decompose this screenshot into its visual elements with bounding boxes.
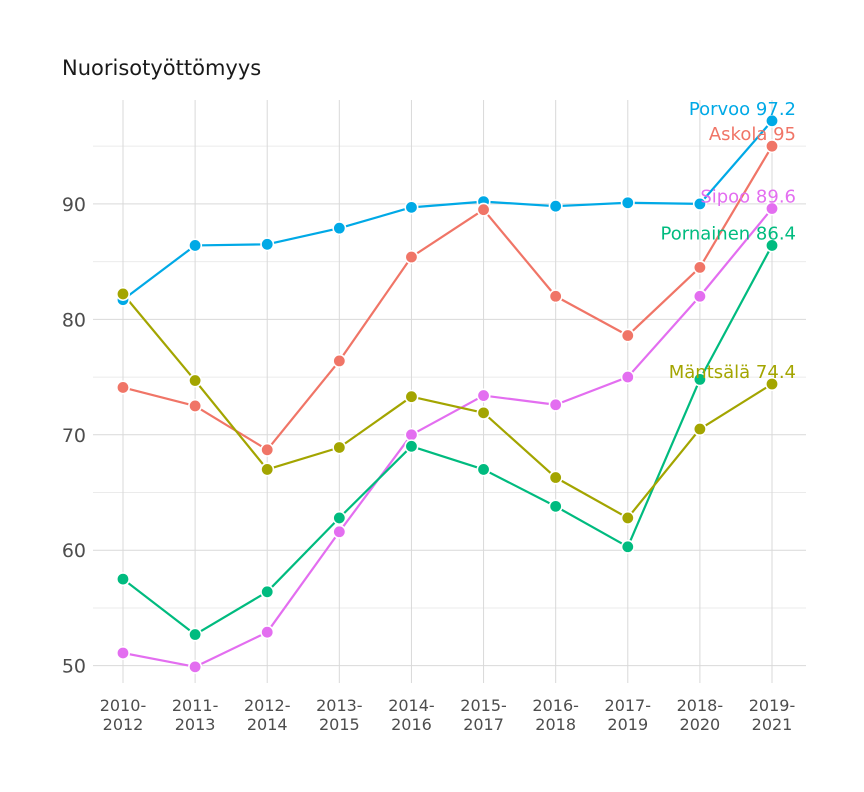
data-point <box>116 572 131 587</box>
y-tick-label: 70 <box>62 425 86 447</box>
series-line-sipoo <box>122 207 773 668</box>
end-label-mäntsälä: Mäntsälä 74.4 <box>669 362 796 383</box>
data-point <box>116 645 131 660</box>
x-tick-label: 2017-2019 <box>605 696 652 734</box>
data-point <box>116 286 131 301</box>
data-point <box>476 462 491 477</box>
data-point <box>692 289 707 304</box>
data-point <box>332 510 347 525</box>
data-point <box>116 380 131 395</box>
data-point <box>764 238 779 253</box>
data-point <box>692 422 707 437</box>
data-point <box>260 442 275 457</box>
data-point <box>692 260 707 275</box>
data-point <box>764 376 779 391</box>
y-tick-label: 50 <box>62 656 86 678</box>
data-point <box>476 388 491 403</box>
data-point <box>620 370 635 385</box>
data-point <box>548 199 563 214</box>
y-tick-label: 60 <box>62 540 86 562</box>
data-point <box>548 397 563 412</box>
end-label-pornainen: Pornainen 86.4 <box>661 223 796 244</box>
data-point <box>260 462 275 477</box>
y-tick-label: 80 <box>62 309 86 331</box>
data-point <box>260 237 275 252</box>
data-point <box>404 250 419 265</box>
data-point <box>620 510 635 525</box>
data-point <box>332 221 347 236</box>
data-point <box>332 440 347 455</box>
end-label-porvoo: Porvoo 97.2 <box>689 99 796 120</box>
data-point <box>620 195 635 210</box>
data-point <box>188 238 203 253</box>
data-point <box>404 200 419 215</box>
data-point <box>188 398 203 413</box>
data-point <box>764 113 779 128</box>
data-point <box>548 470 563 485</box>
data-point <box>692 196 707 211</box>
series-line-askola <box>122 145 773 451</box>
end-label-sipoo: Sipoo 89.6 <box>700 187 796 208</box>
end-label-askola: Askola 95 <box>709 124 796 145</box>
series-line-porvoo <box>122 120 773 301</box>
data-point <box>188 373 203 388</box>
x-tick-label: 2015-2017 <box>460 696 507 734</box>
data-point <box>404 427 419 442</box>
data-point <box>332 524 347 539</box>
data-point <box>404 439 419 454</box>
data-point <box>188 659 203 674</box>
x-tick-label: 2019-2021 <box>749 696 796 734</box>
data-point <box>476 202 491 217</box>
x-tick-label: 2018-2020 <box>677 696 724 734</box>
data-point <box>620 328 635 343</box>
data-point <box>188 627 203 642</box>
data-point <box>764 139 779 154</box>
data-point <box>260 625 275 640</box>
data-point <box>404 389 419 404</box>
x-tick-label: 2014-2016 <box>388 696 435 734</box>
data-point <box>332 353 347 368</box>
x-tick-label: 2012-2014 <box>244 696 291 734</box>
data-point <box>764 201 779 216</box>
x-tick-label: 2010-2012 <box>100 696 147 734</box>
data-point <box>260 584 275 599</box>
data-point <box>548 499 563 514</box>
series-line-pornainen <box>122 244 773 636</box>
series-line-mäntsälä <box>122 293 773 520</box>
data-point <box>548 289 563 304</box>
x-tick-label: 2016-2018 <box>532 696 579 734</box>
data-point <box>476 405 491 420</box>
x-tick-label: 2011-2013 <box>172 696 219 734</box>
x-tick-label: 2013-2015 <box>316 696 363 734</box>
data-point <box>692 372 707 387</box>
chart-title: Nuorisotyöttömyys <box>62 56 262 80</box>
y-tick-label: 90 <box>62 194 86 216</box>
data-point <box>620 539 635 554</box>
